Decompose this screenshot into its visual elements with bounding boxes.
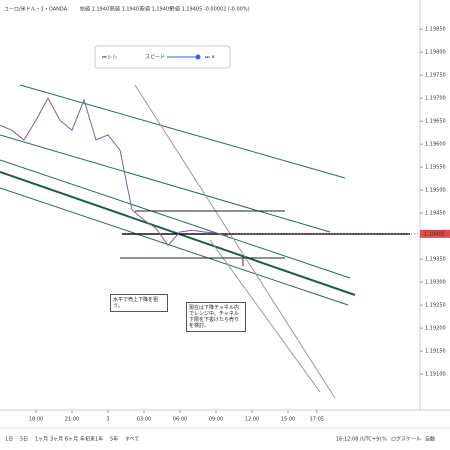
symbol: ユーロ/米ドル・1・OANDA [4, 6, 68, 13]
ohlc: 終値 1.19405 -0.00002 (-0.00%) [170, 6, 250, 13]
range-button[interactable]: 1ヶ月 [35, 437, 48, 443]
y-tick-label: 1.19750 [425, 73, 446, 79]
y-tick-label: 1.19550 [425, 165, 446, 171]
y-tick-label: 1.19600 [425, 142, 446, 148]
trend-line [0, 134, 331, 233]
y-tick-label: 1.19300 [425, 280, 446, 286]
y-tick-label: 1.19150 [425, 349, 446, 355]
ohlc: 始値 1.19407 [80, 6, 112, 13]
replay-button[interactable]: ⏮ ▷ ▷ [102, 55, 118, 61]
ohlc: 高値 1.19407 [110, 6, 142, 13]
ohlc: 安値 1.19405 [140, 6, 172, 13]
scale-option[interactable]: 自動 [425, 436, 435, 443]
y-tick-label: 1.19850 [425, 27, 446, 33]
clock: 16:12:08 (UTC+9) [336, 437, 381, 443]
annotation: 現在は下降チャネル内でレンジ中。チャネル下限を下抜けたら売りを検討。 [186, 302, 246, 332]
last-price-label: 1.19405 [424, 231, 445, 237]
trend-line [0, 187, 349, 306]
range-button[interactable]: 年初来 [80, 436, 95, 443]
annotation: 水平で売上下降を狙う。 [110, 294, 168, 312]
x-tick-label: 18:00 [29, 417, 43, 423]
range-button[interactable]: 3ヶ月 [50, 437, 63, 443]
y-tick-label: 1.19700 [425, 96, 446, 102]
speed-label: スピード [145, 55, 165, 61]
trend-line [134, 84, 336, 399]
trend-line [209, 239, 321, 393]
y-tick-label: 1.19350 [425, 257, 446, 263]
range-button[interactable]: 1日 [5, 437, 13, 443]
replay-button[interactable]: ⏭ ✕ [205, 55, 215, 61]
y-tick-label: 1.19450 [425, 211, 446, 217]
scale-option[interactable]: % [382, 437, 387, 443]
range-button[interactable]: 1年 [95, 436, 103, 443]
y-tick-label: 1.19500 [425, 188, 446, 194]
range-button[interactable]: 5日 [20, 437, 28, 443]
range-button[interactable]: すべて [125, 437, 139, 443]
y-tick-label: 1.19650 [425, 119, 446, 125]
last-price-box [420, 229, 450, 238]
x-tick-label: 17:05 [310, 417, 324, 423]
y-tick-label: 1.19200 [425, 326, 446, 332]
replay-toolbar [94, 45, 231, 69]
speed-handle[interactable] [195, 54, 201, 60]
trend-line [19, 84, 346, 179]
x-tick-label: 21:00 [65, 417, 79, 423]
x-tick-label: 15:00 [281, 417, 295, 423]
range-button[interactable]: 6ヶ月 [65, 437, 78, 443]
x-tick-label: 09:00 [209, 417, 223, 423]
x-tick-label: 3 [106, 417, 109, 423]
trend-line [0, 159, 351, 279]
x-tick-label: 12:00 [245, 417, 259, 423]
y-tick-label: 1.19800 [425, 50, 446, 56]
scale-option[interactable]: ログスケール [391, 436, 421, 443]
x-tick-label: 06:00 [173, 417, 187, 423]
x-tick-label: 03:00 [137, 417, 151, 423]
price-line [0, 97, 229, 247]
y-tick-label: 1.19250 [425, 303, 446, 309]
range-button[interactable]: 5年 [110, 436, 118, 443]
y-tick-label: 1.19100 [425, 372, 446, 378]
